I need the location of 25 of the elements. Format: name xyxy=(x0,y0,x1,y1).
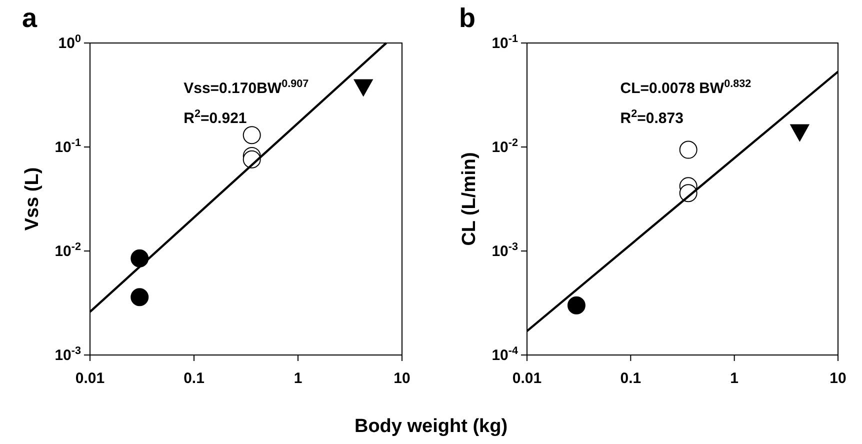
y-axis-title: CL (L/min) xyxy=(459,152,480,246)
chart-title: a xyxy=(22,3,38,33)
annotation: R$^{2}$=0.873 xyxy=(620,108,684,127)
x-tick-label: 0.1 xyxy=(184,370,204,387)
x-tick-label: 0.1 xyxy=(620,370,642,387)
y-tick-label: 10$^{-2}$ xyxy=(54,241,81,260)
x-tick-label: 0.01 xyxy=(75,370,105,387)
x-tick-label: 10 xyxy=(394,370,410,387)
y-tick-label: 10$^{-4}$ xyxy=(492,345,518,364)
x-tick-label: 1 xyxy=(730,370,739,387)
chart-title: b xyxy=(459,3,476,33)
x-tick-label: 10 xyxy=(830,370,846,387)
y-tick-label: 10$^{-2}$ xyxy=(492,137,518,156)
x-tick-label: 1 xyxy=(294,370,302,387)
x-axis-title: Body weight (kg) xyxy=(354,416,508,437)
y-tick-label: 10$^{-1}$ xyxy=(492,33,518,52)
annotation: Vss=0.170BW$^{0.907}$ xyxy=(184,78,309,97)
y-tick-label: 10$^{-3}$ xyxy=(492,241,518,260)
y-tick-label: 10$^{-1}$ xyxy=(54,137,81,156)
annotation: R$^{2}$=0.921 xyxy=(184,108,247,127)
y-tick-label: 10$^{-3}$ xyxy=(54,345,81,364)
y-tick-label: 10$^{0}$ xyxy=(58,33,81,52)
y-axis-title: Vss (L) xyxy=(22,167,43,231)
annotation: CL=0.0078 BW$^{0.832}$ xyxy=(620,78,752,97)
x-tick-label: 0.01 xyxy=(512,370,542,387)
